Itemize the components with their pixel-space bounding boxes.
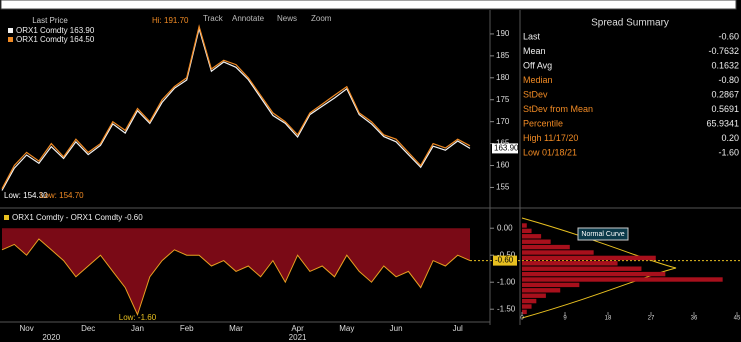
histogram-bar: [522, 266, 642, 271]
toolbar-button[interactable]: Annotate: [232, 14, 265, 23]
histogram-bar: [522, 271, 666, 277]
histogram-bar: [522, 250, 594, 255]
summary-label: Percentile: [523, 118, 563, 128]
histogram-bar: [522, 261, 618, 266]
y-tick-label: 190: [496, 29, 510, 38]
summary-value: 0.5691: [711, 104, 739, 114]
year-label: 2020: [42, 333, 60, 342]
legend-swatch: [8, 28, 13, 33]
y-tick-label: 155: [496, 183, 510, 192]
annotation: Low: 154.30: [4, 191, 48, 200]
summary-label: Last: [523, 31, 541, 41]
histogram-bar: [522, 277, 723, 282]
histogram-bar: [522, 255, 656, 261]
x-tick-label: Jul: [453, 324, 463, 333]
command-bar: [0, 0, 737, 10]
x-tick-label: 9: [563, 316, 567, 322]
histogram-bar: [522, 282, 580, 288]
legend-label: ORX1 Comdty - ORX1 Comdty -0.60: [12, 213, 143, 222]
x-tick-label: Jun: [390, 324, 403, 333]
x-tick-label: Apr: [291, 324, 304, 333]
summary-value: -1.60: [718, 147, 739, 157]
legend-swatch: [8, 37, 13, 42]
last-value-box: [493, 255, 517, 266]
y-tick-label: 0.00: [497, 223, 513, 232]
y-tick-label: 185: [496, 51, 510, 60]
x-tick-label: Dec: [81, 324, 95, 333]
summary-label: Off Avg: [523, 60, 552, 70]
y-tick-label: 165: [496, 139, 510, 148]
summary-label: Median: [523, 75, 553, 85]
price-line: [1, 24, 471, 190]
y-tick-label: 175: [496, 95, 510, 104]
x-tick-label: 45: [734, 316, 741, 322]
y-tick-label: -1.00: [497, 277, 516, 286]
summary-label: High 11/17/20: [523, 133, 578, 143]
summary-value: 0.2867: [711, 89, 739, 99]
summary-label: StDev from Mean: [523, 104, 593, 114]
y-tick-label: 180: [496, 73, 510, 82]
y-tick-label: -0.50: [497, 250, 516, 259]
histogram-bar: [522, 298, 537, 304]
histogram-bar: [522, 309, 527, 315]
spread-line: [1, 238, 471, 316]
summary-value: -0.7632: [708, 46, 739, 56]
x-tick-label: Feb: [180, 324, 194, 333]
summary-label: Low 01/18/21: [523, 147, 577, 157]
summary-value: 0.1632: [711, 60, 739, 70]
chart-label: Last Price: [32, 16, 68, 25]
summary-title: Spread Summary: [591, 18, 669, 29]
legend-swatch: [4, 215, 9, 220]
toolbar-button[interactable]: Track: [203, 14, 224, 23]
legend-label: ORX1 Comdty 163.90: [16, 26, 95, 35]
histogram-bar: [522, 293, 546, 298]
x-tick-label: 0: [520, 316, 524, 322]
histogram-bar: [522, 239, 551, 244]
price-line: [1, 26, 471, 191]
histogram-bar: [522, 228, 532, 234]
y-tick-label: 170: [496, 117, 510, 126]
toolbar-button[interactable]: News: [277, 14, 297, 23]
last-value: 163.90: [494, 144, 519, 153]
y-tick-label: -1.50: [497, 304, 516, 313]
last-value: -0.60: [495, 256, 514, 265]
summary-value: -0.80: [718, 75, 739, 85]
summary-label: Mean: [523, 46, 546, 56]
annotation: Hi: 191.70: [152, 16, 189, 25]
y-tick-label: 160: [496, 161, 510, 170]
x-tick-label: 36: [691, 316, 698, 322]
summary-label: StDev: [523, 89, 548, 99]
year-label: 2021: [289, 333, 307, 342]
x-tick-label: 27: [648, 316, 655, 322]
last-value-box: [492, 143, 518, 154]
summary-value: 65.9341: [706, 118, 739, 128]
summary-value: -0.60: [718, 31, 739, 41]
histogram-bar: [522, 288, 561, 293]
histogram-bar: [522, 223, 527, 228]
legend-box: [577, 227, 629, 241]
annotation: Low: 154.70: [40, 191, 84, 200]
x-tick-label: May: [339, 324, 354, 333]
legend-label: Normal Curve: [581, 231, 624, 238]
histogram-bar: [522, 304, 532, 309]
histogram-bar: [522, 234, 542, 239]
annotation: Low: -1.60: [119, 313, 157, 322]
x-tick-label: 18: [605, 316, 612, 322]
x-tick-label: Mar: [229, 324, 243, 333]
histogram-bar: [522, 244, 570, 250]
legend-label: ORX1 Comdty 164.50: [16, 35, 95, 44]
x-tick-label: Jan: [131, 324, 144, 333]
summary-value: 0.20: [721, 133, 739, 143]
x-tick-label: Nov: [20, 324, 34, 333]
toolbar-button[interactable]: Zoom: [311, 14, 332, 23]
